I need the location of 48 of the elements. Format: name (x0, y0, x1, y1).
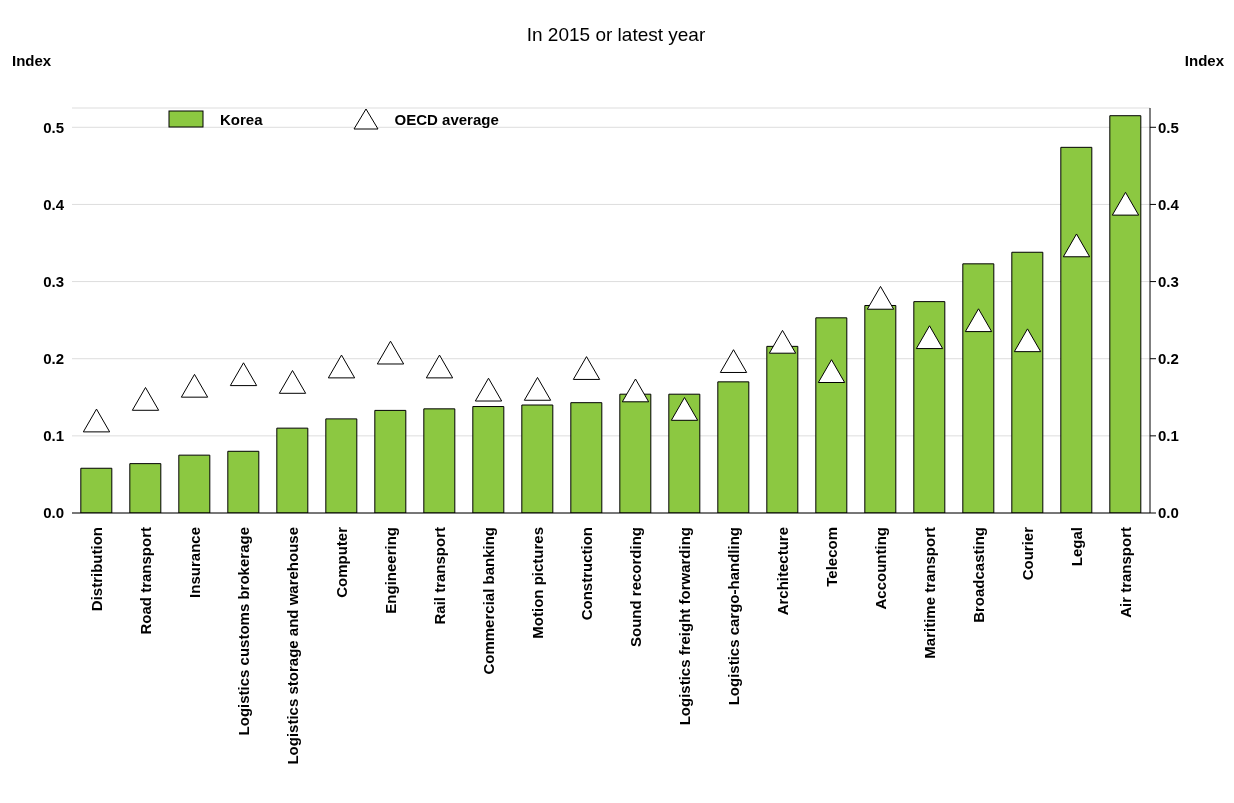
y-tick-label: 0.3 (43, 272, 64, 290)
y2-tick-label: 0.2 (1158, 350, 1179, 368)
x-tick-label: Logistics storage and warehouse (284, 527, 301, 765)
y2-axis-title: Index (1184, 52, 1224, 69)
point (768, 329, 797, 354)
legend-label: Korea (220, 110, 263, 128)
x-tick-label: Construction (578, 527, 595, 621)
x-tick-label: Courier (1019, 526, 1036, 581)
x-tick-label: Road transport (137, 527, 154, 635)
x-tick-label: Motion pictures (529, 527, 546, 639)
chart-title: In 2015 or latest year (525, 24, 707, 46)
x-tick-label: Architecture (774, 527, 791, 616)
x-tick-label: Accounting (872, 527, 889, 610)
x-tick-label: Sound recording (627, 527, 644, 647)
x-tick-label: Insurance (186, 527, 203, 598)
x-tick-label: Broadcasting (970, 527, 987, 623)
y-tick-label: 0.4 (43, 195, 65, 213)
point (915, 325, 944, 350)
x-tick-label: Distribution (88, 527, 105, 612)
x-tick-label: Engineering (382, 527, 399, 614)
point (817, 359, 846, 384)
point (670, 397, 699, 421)
x-tick-label: Computer (333, 526, 350, 598)
y2-tick-label: 0.5 (1158, 118, 1179, 136)
x-tick-label: Air transport (1117, 527, 1134, 618)
x-tick-label: Commercial banking (480, 527, 497, 675)
x-tick-label: Rail transport (431, 527, 448, 625)
y2-tick-label: 0.4 (1158, 195, 1180, 213)
y-tick-label: 0.5 (43, 118, 64, 136)
legend-label: OECD average (394, 110, 499, 128)
y-tick-label: 0.0 (43, 504, 64, 522)
y-tick-label: 0.1 (43, 427, 64, 445)
y2-tick-label: 0.3 (1158, 272, 1179, 290)
point (1062, 233, 1091, 258)
x-tick-label: Legal (1068, 527, 1085, 567)
y-tick-label: 0.2 (43, 350, 64, 368)
y-axis-title: Index (12, 52, 52, 69)
point (964, 308, 993, 333)
y2-tick-label: 0.0 (1158, 504, 1179, 522)
x-tick-label: Maritime transport (921, 527, 938, 659)
point (1013, 328, 1042, 353)
point (1111, 191, 1140, 216)
x-tick-label: Logistics cargo-handling (725, 527, 742, 706)
y2-tick-label: 0.1 (1158, 427, 1179, 445)
x-tick-label: Telecom (823, 527, 840, 587)
x-tick-label: Logistics freight forwarding (676, 527, 693, 726)
x-tick-label: Logistics customs brokerage (235, 527, 252, 736)
point (621, 378, 650, 403)
